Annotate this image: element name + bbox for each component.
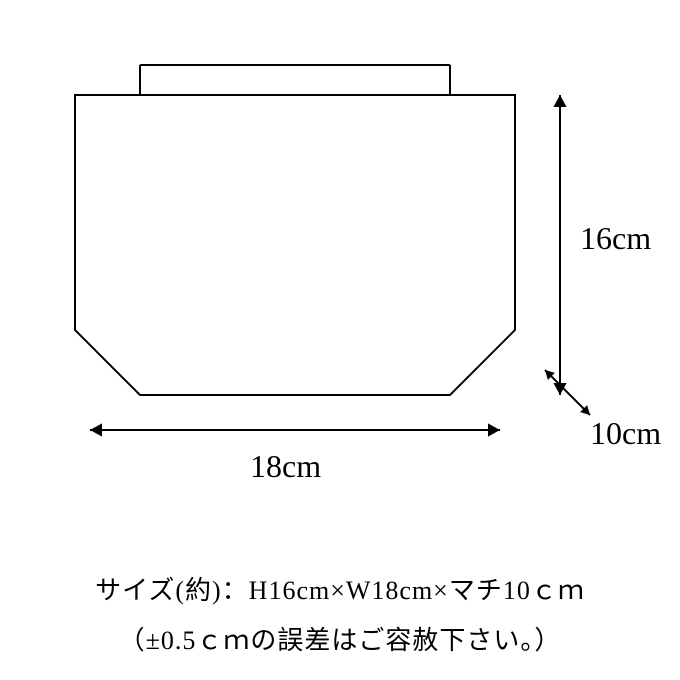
dimension-diagram: 16cm 10cm 18cm サイズ(約)：H16cm×W18cm×マチ10ｃｍ… — [0, 0, 680, 680]
depth-label: 10cm — [590, 415, 661, 452]
width-label: 18cm — [250, 448, 321, 485]
height-label: 16cm — [580, 220, 651, 257]
caption-line-2: （±0.5ｃｍの誤差はご容赦下さい。） — [0, 620, 680, 657]
caption-line-1: サイズ(約)：H16cm×W18cm×マチ10ｃｍ — [0, 570, 680, 607]
